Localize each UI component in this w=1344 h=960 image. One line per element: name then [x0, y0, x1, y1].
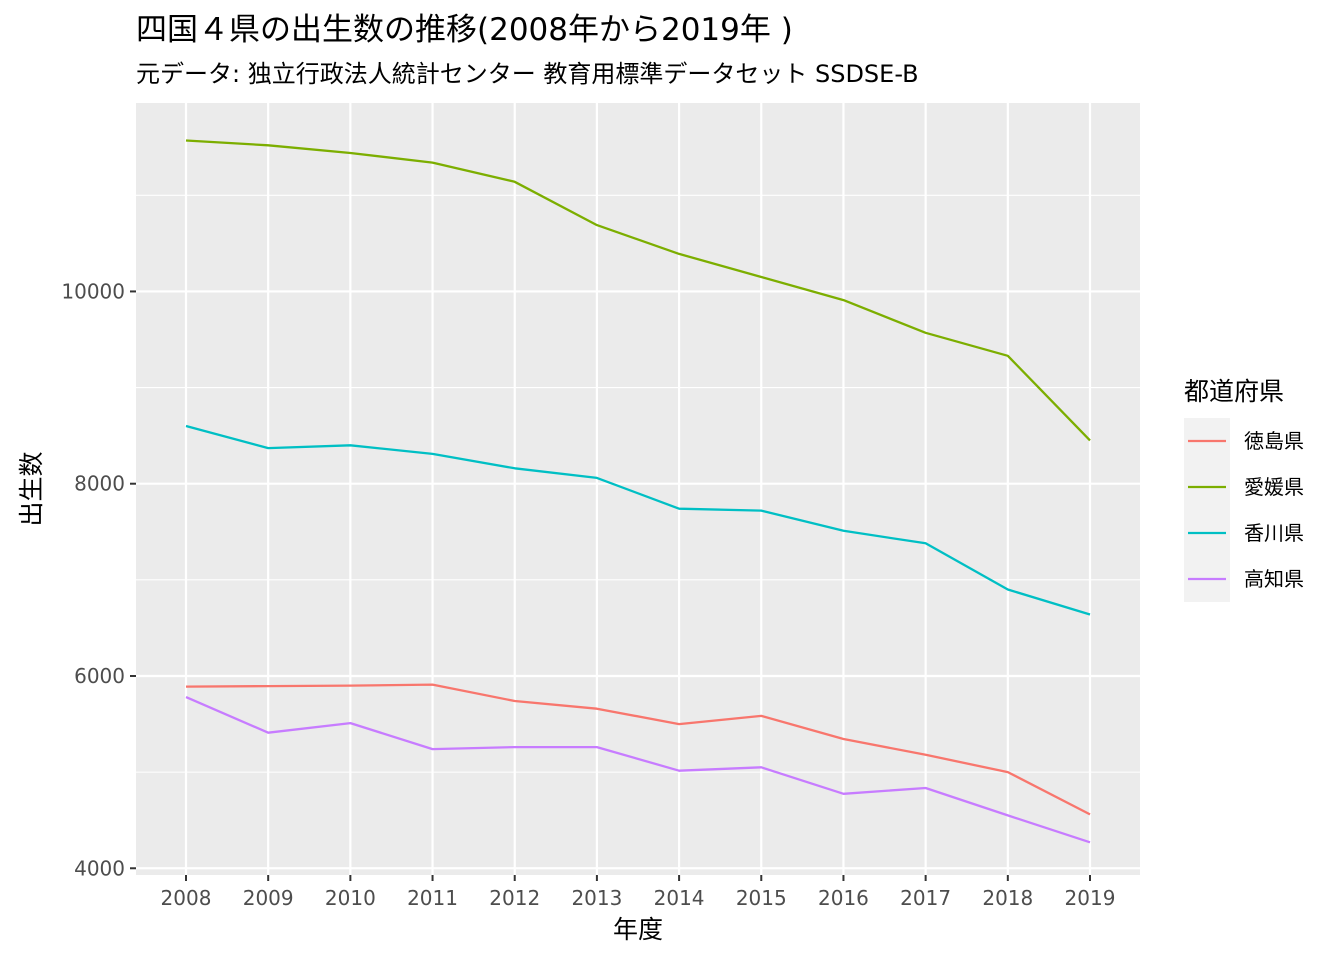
y-tick-label: 6000	[74, 664, 125, 688]
y-tick-label: 4000	[74, 856, 125, 880]
grid-major	[136, 103, 1140, 875]
x-tick-label: 2012	[489, 886, 540, 910]
x-tick-label: 2010	[325, 886, 376, 910]
y-tick-label: 8000	[74, 472, 125, 496]
legend-label: 香川県	[1244, 521, 1304, 545]
series-line	[185, 424, 1091, 616]
chart-subtitle: 元データ: 独立行政法人統計センター 教育用標準データセット SSDSE-B	[136, 60, 919, 88]
legend-title: 都道府県	[1184, 377, 1284, 406]
x-tick-label: 2016	[818, 886, 869, 910]
series-line	[185, 683, 1091, 816]
x-tick-label: 2013	[571, 886, 622, 910]
plot-panel	[136, 103, 1140, 875]
grid-minor	[136, 194, 1140, 773]
x-tick-label: 2019	[1065, 886, 1116, 910]
x-tick-label: 2014	[654, 886, 705, 910]
series-lines	[185, 139, 1091, 844]
x-tick-label: 2015	[736, 886, 787, 910]
legend-key-background	[1184, 418, 1230, 602]
legend-label: 徳島県	[1244, 429, 1304, 453]
y-tick-label: 10000	[61, 279, 125, 303]
chart-title: 四国４県の出生数の推移(2008年から2019年 )	[136, 12, 793, 48]
series-line	[185, 696, 1091, 844]
x-tick-label: 2011	[407, 886, 458, 910]
x-tick-label: 2008	[161, 886, 212, 910]
y-tick-labels: 4000 6000 8000 10000	[61, 279, 125, 880]
x-tick-label: 2017	[900, 886, 951, 910]
legend-label: 高知県	[1244, 567, 1304, 591]
x-tick-label: 2009	[243, 886, 294, 910]
legend-label: 愛媛県	[1244, 475, 1304, 499]
y-axis-title: 出生数	[17, 451, 46, 526]
axis-ticks	[130, 290, 1091, 881]
x-axis-title: 年度	[613, 915, 663, 944]
x-tick-label: 2018	[982, 886, 1033, 910]
series-line	[185, 139, 1091, 442]
x-tick-labels: 2008 2009 2010 2011 2012 2013 2014 2015 2016 2017…	[161, 886, 1116, 910]
